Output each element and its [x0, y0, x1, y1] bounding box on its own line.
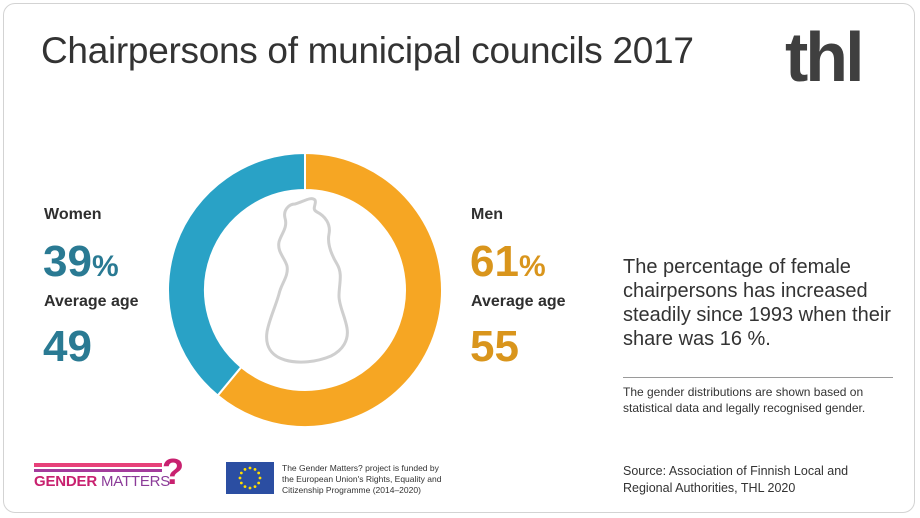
- gender-word: GENDER: [34, 473, 97, 490]
- eu-star: [243, 485, 247, 489]
- women-percent-unit: %: [91, 250, 119, 283]
- thl-logo: thl: [785, 18, 865, 96]
- donut-slice-women: [167, 152, 306, 397]
- men-age-label: Average age: [471, 293, 566, 310]
- source-text: Source: Association of Finnish Local and…: [623, 464, 849, 495]
- women-percent-value: 39: [43, 237, 92, 286]
- men-percent-unit: %: [518, 250, 546, 283]
- men-percent: 61%: [470, 240, 546, 284]
- trend-note: The percentage of female chairpersons ha…: [623, 256, 891, 350]
- women-label: Women: [44, 206, 102, 223]
- logo-stripe: [34, 469, 162, 472]
- men-average-age: 55: [470, 322, 519, 371]
- eu-flag-icon: [226, 462, 274, 494]
- eu-star: [239, 481, 243, 485]
- eu-star: [239, 471, 243, 475]
- page-title: Chairpersons of municipal councils 2017: [41, 30, 694, 71]
- women-age-label: Average age: [44, 293, 139, 310]
- donut-slice-men: [216, 152, 443, 428]
- finland-map-icon: [265, 197, 349, 364]
- men-percent-value: 61: [470, 237, 519, 286]
- eu-funding-text: The Gender Matters? project is funded by…: [282, 463, 442, 496]
- eu-star: [243, 467, 247, 471]
- eu-star: [257, 481, 261, 485]
- question-mark-icon: ?: [162, 451, 184, 492]
- gender-matters-logo: GENDER MATTERS ?: [34, 454, 194, 500]
- infographic-frame: [3, 3, 915, 513]
- eu-star: [258, 476, 262, 480]
- men-label: Men: [471, 206, 503, 223]
- logo-stripe: [34, 463, 162, 467]
- donut-chart: [167, 152, 443, 428]
- women-average-age: 49: [43, 322, 92, 371]
- gender-footnote: The gender distributions are shown based…: [623, 385, 866, 415]
- women-percent: 39%: [43, 240, 119, 284]
- eu-star: [253, 485, 257, 489]
- eu-star: [238, 476, 242, 480]
- eu-star: [253, 467, 257, 471]
- eu-star: [257, 471, 261, 475]
- eu-star: [248, 486, 252, 490]
- eu-star: [248, 466, 252, 470]
- gender-matters-wordmark: GENDER MATTERS: [34, 473, 170, 490]
- matters-word: MATTERS: [100, 473, 171, 490]
- note-divider: [623, 377, 893, 378]
